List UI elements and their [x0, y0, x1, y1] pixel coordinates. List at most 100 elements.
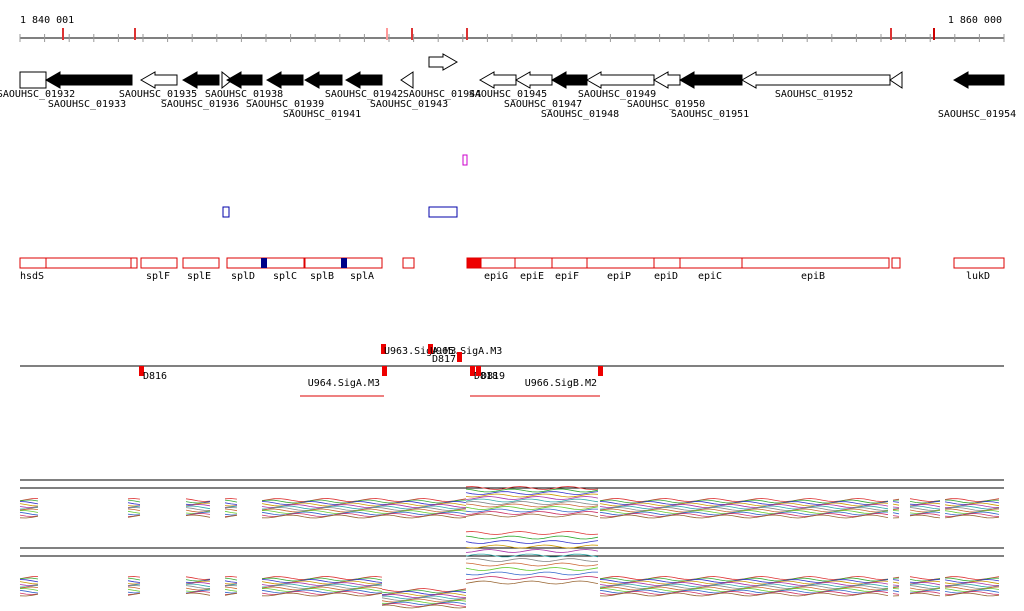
gene-arrow	[139, 71, 178, 89]
track-line	[944, 586, 1000, 591]
ruler-mark	[890, 28, 892, 40]
track-line	[261, 579, 383, 583]
track-line	[465, 562, 599, 567]
track-line	[599, 502, 889, 507]
track-line	[127, 499, 141, 503]
track-line	[944, 502, 1000, 507]
track-line	[892, 590, 900, 593]
region-label: splB	[310, 271, 334, 282]
track-line	[224, 507, 238, 509]
track-line	[429, 594, 467, 598]
track-line	[599, 513, 889, 517]
track-line	[185, 592, 211, 596]
region-box	[130, 257, 138, 269]
ruler-mark	[134, 28, 136, 40]
track-line	[909, 498, 941, 502]
gene-label: SAOUHSC_01950	[627, 99, 705, 110]
track-line	[465, 496, 599, 500]
track-line	[224, 508, 238, 512]
region-box	[953, 257, 1005, 269]
track-line	[261, 580, 383, 585]
track-line	[599, 592, 889, 597]
track-line	[127, 510, 141, 514]
track-line	[224, 513, 238, 516]
promoter-label: D819	[481, 371, 505, 382]
track-line	[465, 506, 599, 510]
gene-arrow	[44, 71, 133, 89]
promoter-mark	[476, 366, 481, 376]
gene-label: SAOUHSC_01939	[246, 99, 324, 110]
promoter-label: D816	[143, 371, 167, 382]
track-line	[429, 504, 467, 508]
gene-label: SAOUHSC_01942	[325, 89, 403, 100]
track-line	[944, 514, 1000, 519]
track-line	[127, 507, 141, 509]
ruler-mark	[411, 28, 413, 40]
gene-arrow	[678, 71, 743, 89]
gene-label: SAOUHSC_01935	[119, 89, 197, 100]
track-line	[892, 515, 900, 517]
track-line	[127, 498, 141, 500]
track-line	[381, 514, 431, 519]
track-line	[19, 586, 39, 589]
region-label: epiG	[484, 271, 508, 282]
track-line	[599, 514, 889, 519]
track-line	[261, 592, 383, 597]
track-line	[224, 586, 238, 590]
track-line	[381, 502, 431, 507]
track-line	[185, 585, 211, 589]
promoter-label: U966.SigB.M2	[525, 378, 597, 389]
gene-label: SAOUHSC_01949	[578, 89, 656, 100]
track-line	[261, 589, 383, 594]
track-line	[465, 486, 599, 490]
gene-label: SAOUHSC_01944	[403, 89, 481, 100]
track-line	[909, 504, 941, 508]
region-box	[679, 257, 743, 269]
region-box	[891, 257, 901, 269]
track-line	[261, 586, 383, 591]
gene-label: SAOUHSC_01947	[504, 99, 582, 110]
region-box	[514, 257, 553, 269]
track-line	[19, 503, 39, 507]
region-label: splE	[187, 271, 211, 282]
gene-label: SAOUHSC_01948	[541, 109, 619, 120]
track-line	[892, 584, 900, 586]
track-line	[599, 583, 889, 588]
track-line	[599, 501, 889, 505]
track-line	[944, 577, 1000, 582]
track-line	[892, 508, 900, 511]
promoter-mark	[382, 366, 387, 376]
gene-arrow	[400, 71, 414, 89]
track-line	[19, 511, 39, 516]
track-line	[381, 505, 431, 510]
track-line	[127, 508, 141, 511]
region-label: epiB	[801, 271, 825, 282]
track-line	[465, 580, 599, 585]
region-box	[551, 257, 588, 269]
track-line	[429, 600, 467, 604]
track-line	[909, 576, 941, 580]
promoter-label: D817	[432, 354, 456, 365]
track-line	[261, 499, 383, 504]
track-line	[381, 595, 431, 600]
track-line	[224, 576, 238, 578]
region-box	[480, 257, 516, 269]
track-line	[19, 589, 39, 594]
promoter-mark	[139, 366, 144, 376]
track-line	[465, 540, 599, 544]
track-line	[465, 511, 599, 515]
track-line	[892, 501, 900, 503]
track-line	[261, 508, 383, 513]
track-line	[20, 510, 39, 513]
gene-label: SAOUHSC_01932	[0, 89, 75, 100]
ruler-end: 1 860 000	[948, 15, 1002, 26]
track-line	[127, 588, 141, 592]
track-line	[224, 577, 238, 581]
track-line	[465, 503, 599, 508]
track-line	[127, 591, 141, 594]
track-line	[19, 577, 39, 580]
track-line	[185, 498, 211, 502]
track-line	[465, 498, 599, 503]
track-line	[465, 544, 599, 549]
